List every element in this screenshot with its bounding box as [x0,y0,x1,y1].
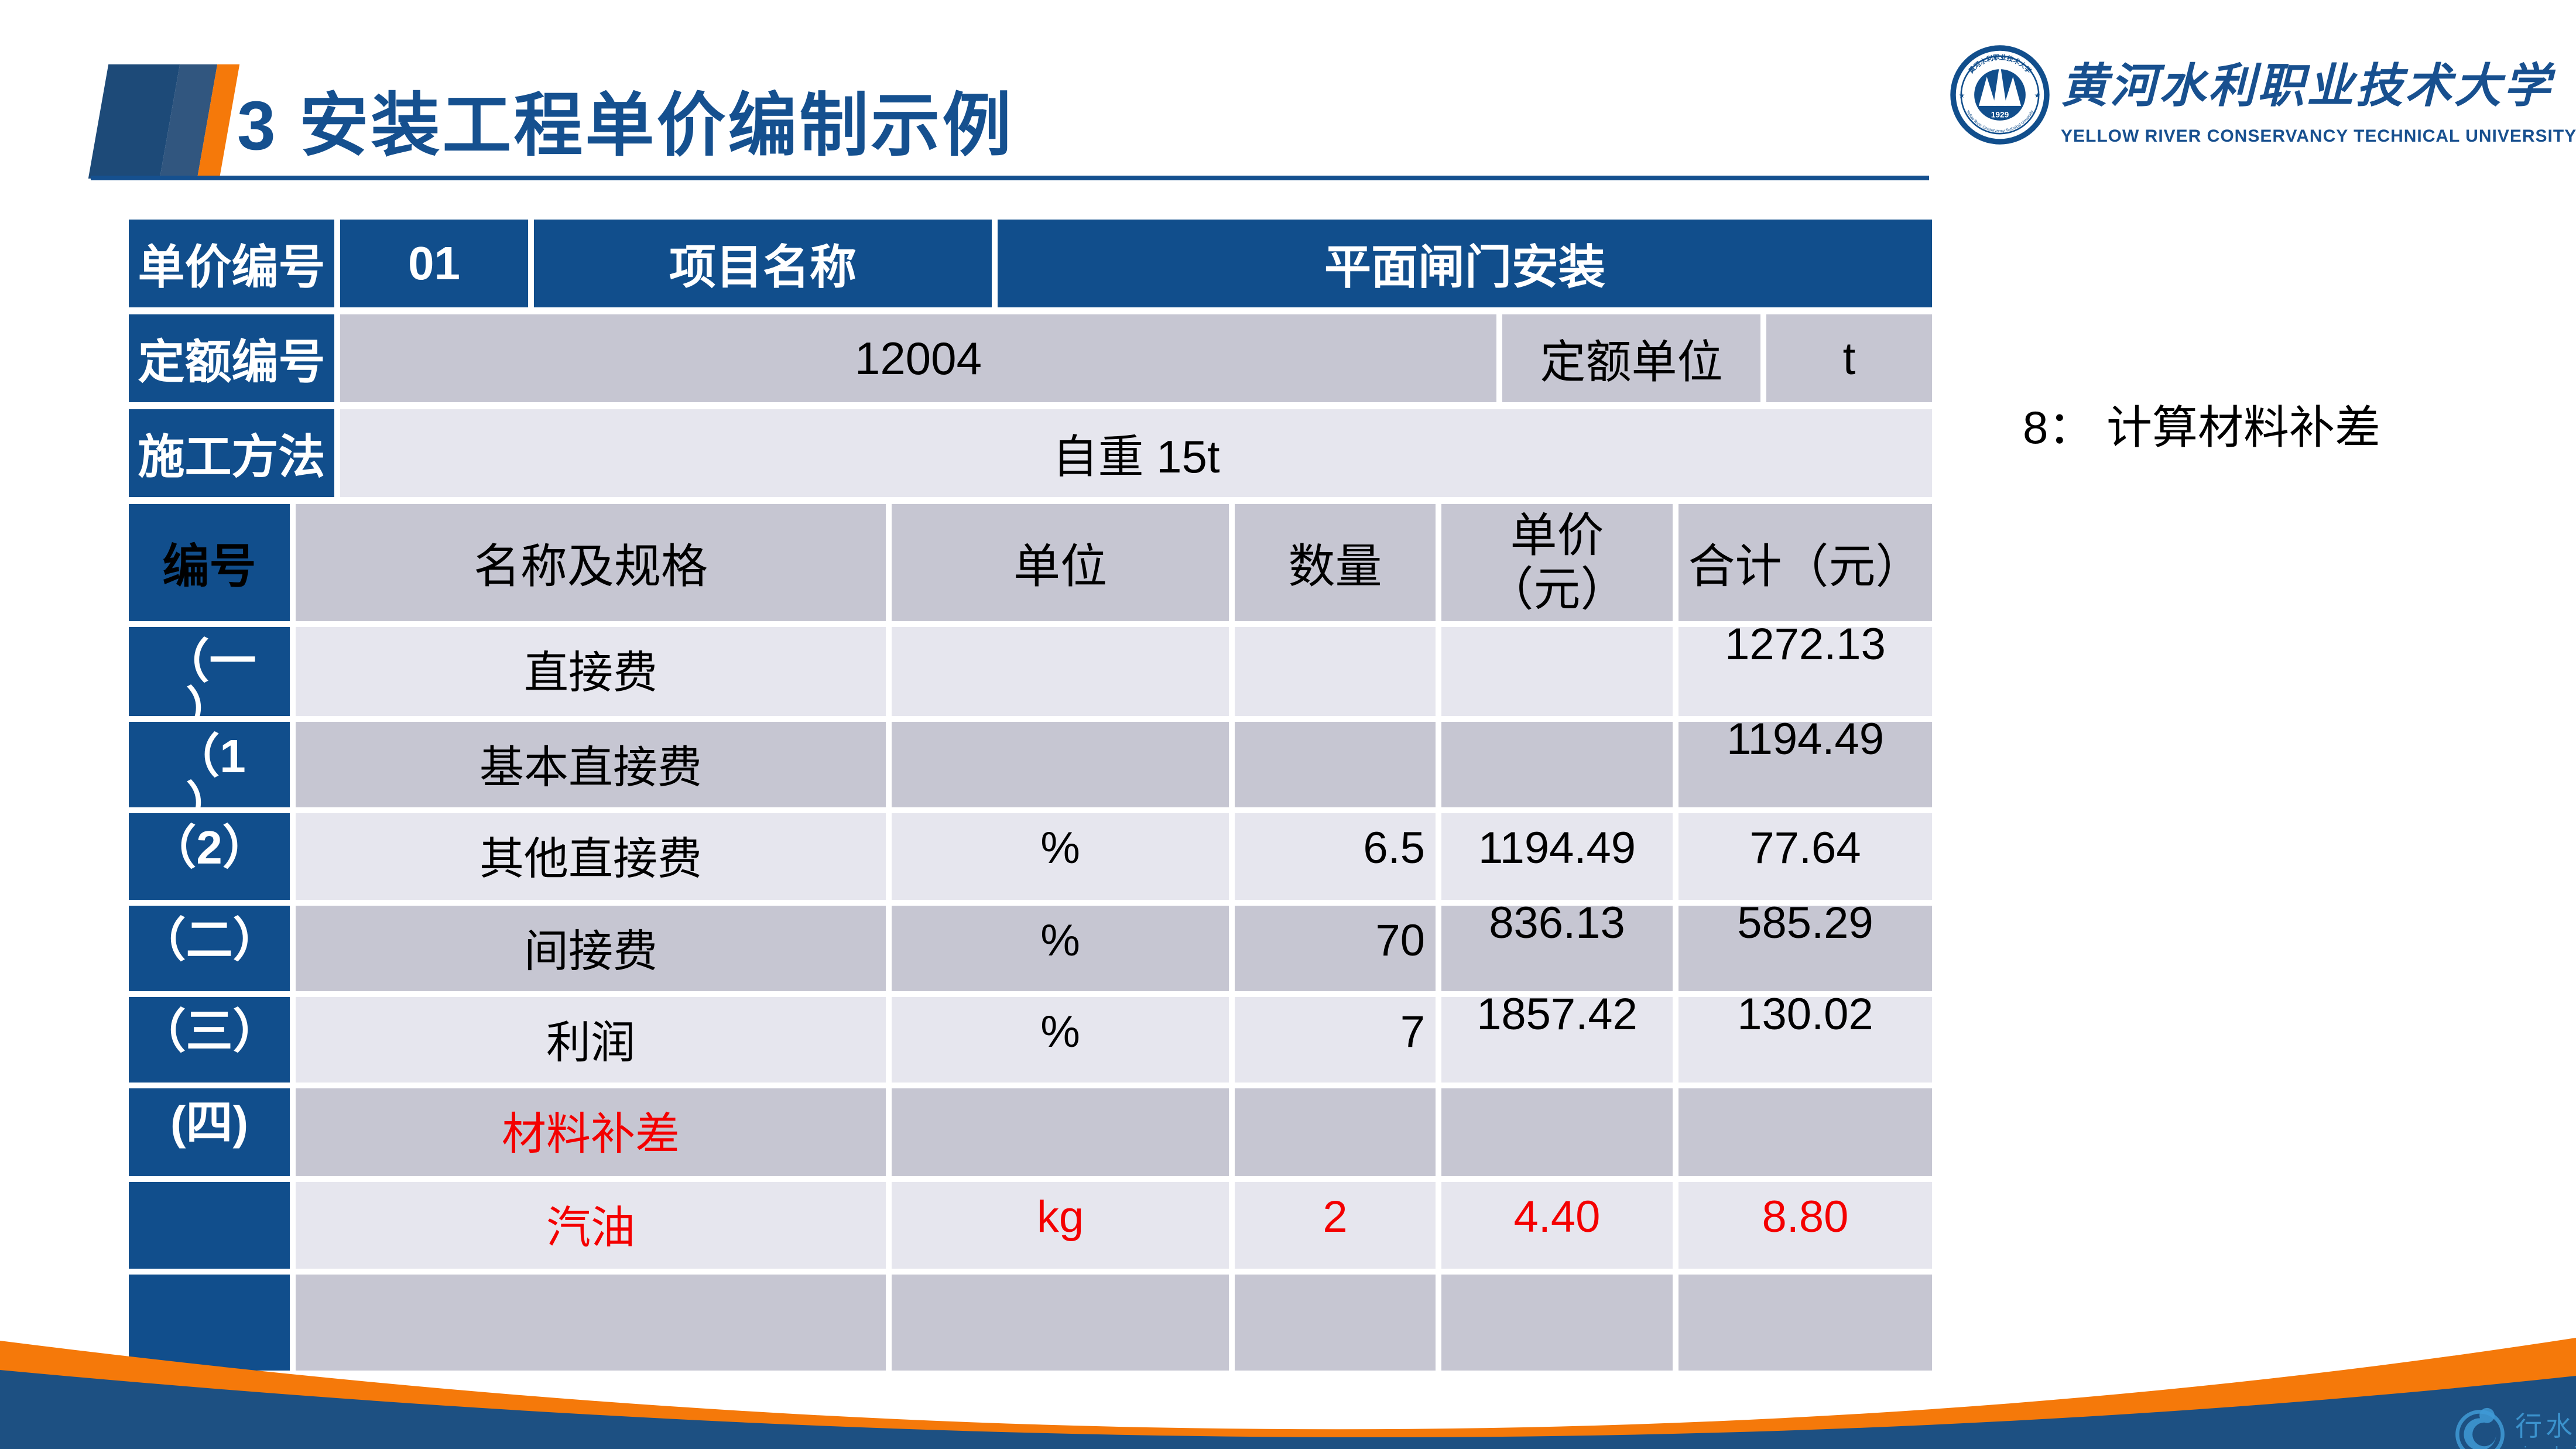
cost-detail-table: 编号 名称及规格 单位 数量 单价 （元） 合计（元） （一 ） 直接费 127… [129,504,1932,1371]
watermark-site: xingshuiyun.com [2515,1444,2576,1449]
seal-year: 1929 [1991,111,2009,119]
university-name-cn: 黄河水利职业技术大学 [2061,61,2553,112]
university-logo: 1929 黄河水利职业技术大学 Yellow River Conservancy… [1950,44,2576,146]
title-underline [91,176,1929,180]
header-no: 编号 [129,504,290,621]
value-quota-no: 12004 [340,314,1496,402]
page-title: 3 安装工程单价编制示例 [237,87,1014,165]
table-row-profit: （三） 利润 % 7 1857.42 130.02 [129,989,1932,1083]
svg-text:★: ★ [2034,91,2040,100]
header-qty: 数量 [1235,504,1436,621]
info-row-quota-no: 定额编号 12004 定额单位 t [129,314,1932,402]
info-row-unit-price-no: 单价编号 01 项目名称 平面闸门安装 [129,220,1932,307]
university-name-en: YELLOW RIVER CONSERVANCY TECHNICAL UNIVE… [2061,126,2576,146]
svg-text:★: ★ [1958,91,1965,100]
value-project-name: 平面闸门安装 [998,220,1932,307]
label-project-name: 项目名称 [534,220,992,307]
value-construction-method: 自重 15t [340,409,1932,497]
header-unit-price: 单价 （元） [1441,504,1673,621]
watermark-name: 行水云课 [2515,1411,2576,1441]
value-unit-price-no: 01 [340,220,528,307]
table-row-empty [129,1275,1932,1371]
table-row-indirect-cost: （二） 间接费 % 70 836.13 585.29 [129,898,1932,991]
table-header-row: 编号 名称及规格 单位 数量 单价 （元） 合计（元） [129,504,1932,621]
watermark-wave-icon [2455,1407,2505,1449]
header-unit: 单位 [892,504,1229,621]
university-seal-icon: 1929 黄河水利职业技术大学 Yellow River Conservancy… [1950,45,2050,145]
label-unit-price-no: 单价编号 [129,220,334,307]
watermark: 行水云课 xingshuiyun.com [2453,1405,2576,1449]
label-quota-no: 定额编号 [129,314,334,402]
value-quota-unit: t [1766,314,1932,402]
table-row-basic-direct-cost: （1 ） 基本直接费 1194.49 [129,714,1932,828]
label-construction-method: 施工方法 [129,409,334,497]
header-total: 合计（元） [1678,504,1932,621]
side-note: 8： 计算材料补差 [2023,402,2381,453]
table-row-direct-cost: （一 ） 直接费 1272.13 [129,619,1932,733]
label-quota-unit: 定额单位 [1502,314,1760,402]
table-row-other-direct-cost: （2） 其他直接费 % 6.5 1194.49 77.64 [129,813,1932,900]
header-name-spec: 名称及规格 [296,504,886,621]
title-accent-mark [88,64,240,179]
table-row-material-price-diff: (四) 材料补差 [129,1088,1932,1176]
info-row-construction-method: 施工方法 自重 15t [129,409,1932,497]
table-row-gasoline: 汽油 kg 2 4.40 8.80 [129,1182,1932,1269]
